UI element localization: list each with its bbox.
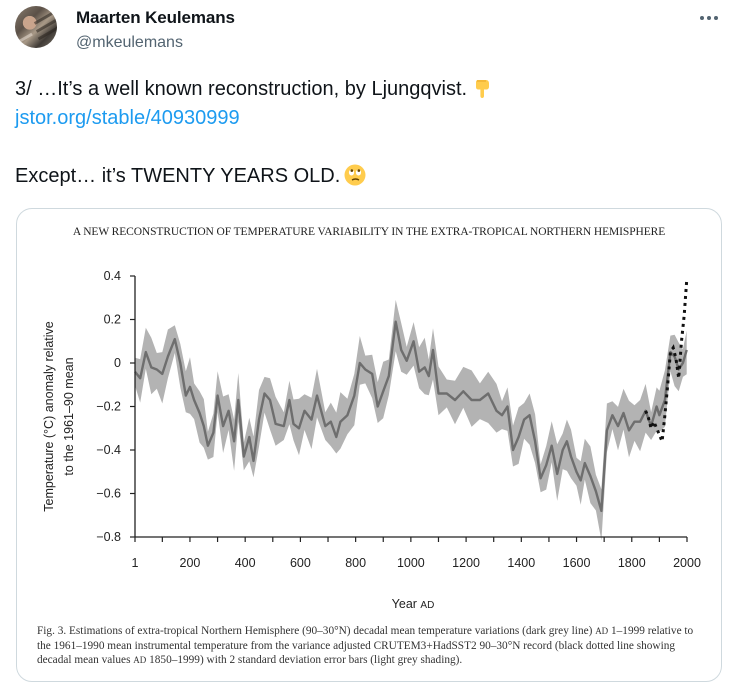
tweet-line-1-text: 3/ …It’s a well known reconstruction, by… xyxy=(15,78,468,100)
reconstruction-line xyxy=(134,320,688,513)
more-horizontal-icon xyxy=(700,16,704,20)
author-handle[interactable]: @mkeulemans xyxy=(76,34,183,51)
tweet-line-3-text: Except… it’s TWENTY YEARS OLD. xyxy=(15,165,341,187)
tweet-line-3: Except… it’s TWENTY YEARS OLD. xyxy=(15,162,715,191)
temperature-chart: 0.40.20−0.2−0.4−0.6−0.81 200 400 600 800 1000… xyxy=(42,269,701,611)
y-tick-label: −0.2 xyxy=(96,400,121,414)
x-tick-label: 200 xyxy=(180,556,201,570)
pointing-down-emoji-icon xyxy=(476,80,490,98)
tweet-text: 3/ …It’s a well known reconstruction, by… xyxy=(15,75,715,191)
caption-part: AD xyxy=(133,655,147,665)
y-tick-label: 0.2 xyxy=(104,313,121,327)
caption-part: 1–1999 relative to the 1961–1990 mean in… xyxy=(37,625,694,666)
tweet-blank-line xyxy=(15,133,715,162)
rolling-eyes-emoji-icon xyxy=(344,164,366,186)
x-tick-label: 1600 xyxy=(563,556,591,570)
tweet-line-1: 3/ …It’s a well known reconstruction, by… xyxy=(15,75,715,104)
jstor-link[interactable]: jstor.org/stable/40930999 xyxy=(15,107,240,129)
avatar[interactable] xyxy=(15,6,57,48)
author-name[interactable]: Maarten Keulemans xyxy=(76,8,235,27)
y-axis-label: to the 1961–90 mean xyxy=(62,357,76,475)
caption-part: 1850–1999) with 2 standard deviation err… xyxy=(146,654,463,666)
figure-caption: Fig. 3. Estimations of extra-tropical No… xyxy=(37,624,707,668)
error-band xyxy=(135,299,687,541)
x-tick-label: 2000 xyxy=(673,556,701,570)
x-axis-label-suffix: AD xyxy=(420,600,434,611)
y-tick-label: −0.8 xyxy=(96,530,121,544)
caption-part: Fig. 3. Estimations of extra-tropical No… xyxy=(37,625,596,637)
dot xyxy=(707,16,711,20)
tweet-media-image[interactable]: A NEW RECONSTRUCTION OF TEMPERATURE VARI… xyxy=(16,208,722,682)
caption-part: AD xyxy=(595,626,609,636)
y-tick-label: −0.4 xyxy=(96,443,121,457)
x-tick-label: 1 xyxy=(132,556,139,570)
x-tick-label: 1200 xyxy=(452,556,480,570)
x-tick-label: 1400 xyxy=(507,556,535,570)
x-tick-label: 1800 xyxy=(618,556,646,570)
instrumental-dotted-line xyxy=(644,280,689,442)
dot xyxy=(714,16,718,20)
y-tick-label: 0 xyxy=(114,356,121,370)
y-tick-label: −0.6 xyxy=(96,487,121,501)
figure-header: A NEW RECONSTRUCTION OF TEMPERATURE VARI… xyxy=(72,226,666,238)
y-axis-label: Temperature (°C) anomaly relative xyxy=(42,321,56,512)
x-tick-label: 600 xyxy=(290,556,311,570)
x-tick-label: 400 xyxy=(235,556,256,570)
tweet-line-2: jstor.org/stable/40930999 xyxy=(15,104,715,133)
y-tick-label: 0.4 xyxy=(104,269,121,283)
x-tick-label: 1000 xyxy=(397,556,425,570)
more-options-button[interactable] xyxy=(700,12,720,24)
x-axis-label: Year AD xyxy=(392,597,435,611)
x-tick-label: 800 xyxy=(345,556,366,570)
